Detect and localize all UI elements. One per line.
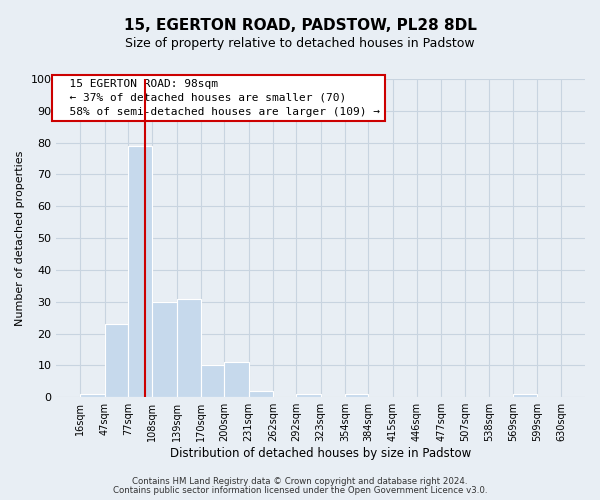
Bar [249,391,273,397]
Bar [224,362,249,397]
Text: Size of property relative to detached houses in Padstow: Size of property relative to detached ho… [125,38,475,51]
Bar [513,394,537,397]
Y-axis label: Number of detached properties: Number of detached properties [15,150,25,326]
Bar [80,394,105,397]
Text: Contains public sector information licensed under the Open Government Licence v3: Contains public sector information licen… [113,486,487,495]
Bar [105,324,128,397]
Bar [152,302,177,397]
Bar [345,394,368,397]
Text: 15, EGERTON ROAD, PADSTOW, PL28 8DL: 15, EGERTON ROAD, PADSTOW, PL28 8DL [124,18,476,32]
X-axis label: Distribution of detached houses by size in Padstow: Distribution of detached houses by size … [170,447,472,460]
Text: 15 EGERTON ROAD: 98sqm
  ← 37% of detached houses are smaller (70)
  58% of semi: 15 EGERTON ROAD: 98sqm ← 37% of detached… [56,79,380,117]
Bar [296,394,321,397]
Text: Contains HM Land Registry data © Crown copyright and database right 2024.: Contains HM Land Registry data © Crown c… [132,477,468,486]
Bar [201,366,224,397]
Bar [177,298,201,397]
Bar [128,146,152,397]
